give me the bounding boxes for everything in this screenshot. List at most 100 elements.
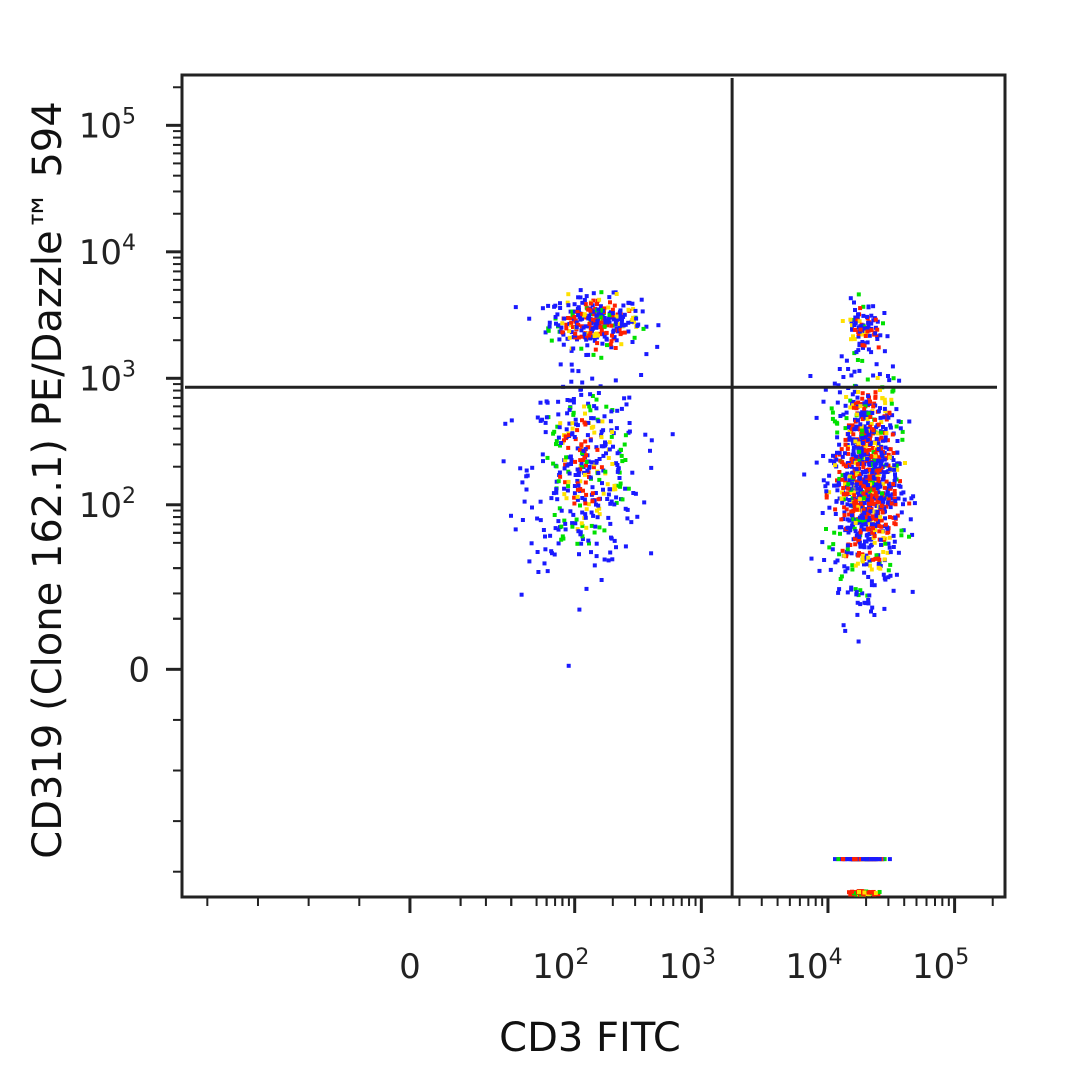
data-point bbox=[848, 317, 853, 322]
data-point bbox=[575, 481, 580, 486]
data-point bbox=[864, 562, 869, 567]
data-point bbox=[875, 468, 880, 473]
data-point bbox=[900, 437, 905, 442]
data-point bbox=[587, 464, 592, 469]
data-point bbox=[563, 480, 568, 485]
data-point bbox=[561, 342, 566, 347]
data-point bbox=[844, 552, 849, 557]
data-point bbox=[856, 553, 861, 558]
data-point bbox=[893, 515, 898, 520]
data-point bbox=[554, 487, 559, 492]
data-point bbox=[860, 428, 865, 433]
data-point bbox=[609, 499, 614, 504]
data-point bbox=[842, 451, 847, 456]
data-point bbox=[578, 317, 583, 322]
data-point bbox=[503, 421, 508, 426]
data-point bbox=[609, 315, 614, 320]
data-point bbox=[846, 482, 851, 487]
data-point bbox=[608, 419, 613, 424]
data-point bbox=[584, 507, 589, 512]
data-point bbox=[883, 516, 887, 521]
data-point bbox=[881, 572, 886, 577]
data-point bbox=[850, 323, 854, 328]
data-point bbox=[612, 538, 617, 543]
data-point bbox=[608, 300, 612, 305]
data-point bbox=[551, 431, 556, 436]
data-point bbox=[595, 515, 600, 520]
data-point bbox=[622, 330, 627, 335]
data-point bbox=[853, 587, 858, 592]
data-point bbox=[856, 504, 861, 509]
data-point bbox=[850, 889, 854, 894]
data-point bbox=[584, 331, 589, 336]
data-point bbox=[873, 556, 878, 561]
data-point bbox=[573, 331, 578, 336]
data-point bbox=[853, 439, 858, 444]
data-point bbox=[610, 311, 615, 316]
data-point bbox=[830, 410, 835, 415]
data-point bbox=[852, 369, 857, 374]
data-point bbox=[886, 374, 890, 378]
data-point bbox=[627, 421, 632, 425]
data-point bbox=[856, 400, 861, 405]
data-point bbox=[860, 520, 865, 525]
data-point bbox=[564, 427, 569, 432]
data-point bbox=[576, 473, 581, 477]
data-point bbox=[859, 505, 864, 510]
data-point bbox=[857, 425, 862, 430]
data-point bbox=[590, 317, 595, 322]
data-point bbox=[606, 456, 611, 460]
data-point bbox=[602, 316, 607, 320]
data-point bbox=[894, 463, 899, 468]
data-point bbox=[844, 358, 849, 363]
data-point bbox=[554, 439, 559, 444]
data-point bbox=[860, 332, 865, 337]
data-point bbox=[881, 438, 885, 443]
data-point bbox=[590, 394, 595, 398]
data-point bbox=[880, 529, 885, 534]
data-point bbox=[589, 416, 594, 421]
data-point bbox=[566, 479, 571, 484]
data-point bbox=[869, 567, 874, 572]
data-point bbox=[546, 303, 551, 308]
data-point bbox=[631, 491, 636, 495]
data-point bbox=[572, 484, 577, 488]
data-point bbox=[593, 524, 598, 529]
data-point bbox=[535, 415, 540, 420]
data-point bbox=[535, 516, 540, 521]
data-point bbox=[886, 575, 891, 580]
data-point bbox=[872, 613, 877, 617]
data-point bbox=[867, 506, 871, 511]
data-point bbox=[882, 406, 887, 411]
data-point bbox=[569, 462, 573, 466]
data-point bbox=[566, 316, 570, 320]
data-point bbox=[606, 492, 611, 497]
data-point bbox=[865, 532, 870, 537]
data-point bbox=[837, 450, 842, 455]
data-point bbox=[827, 490, 832, 495]
data-point bbox=[883, 409, 888, 414]
data-point bbox=[527, 559, 532, 564]
data-point bbox=[881, 474, 886, 479]
data-point bbox=[543, 430, 548, 435]
data-point bbox=[835, 435, 840, 440]
data-point bbox=[899, 510, 904, 515]
data-point bbox=[852, 502, 857, 507]
data-point bbox=[876, 476, 881, 481]
data-point bbox=[888, 425, 893, 430]
data-point bbox=[575, 478, 580, 483]
data-point bbox=[861, 484, 866, 489]
data-point bbox=[559, 508, 564, 513]
data-point bbox=[600, 419, 605, 424]
data-point bbox=[613, 378, 618, 383]
data-point bbox=[572, 309, 577, 314]
data-point bbox=[575, 541, 580, 546]
data-point bbox=[893, 475, 898, 480]
data-point bbox=[571, 400, 576, 405]
data-point bbox=[870, 446, 875, 450]
data-point bbox=[852, 493, 857, 498]
data-point bbox=[632, 335, 637, 340]
data-point bbox=[863, 415, 868, 420]
data-point bbox=[843, 442, 848, 447]
data-point bbox=[563, 527, 568, 532]
